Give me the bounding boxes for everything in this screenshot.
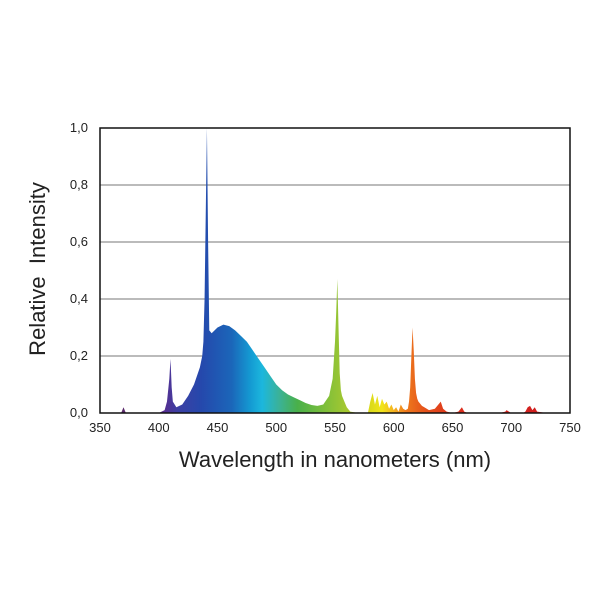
x-axis-title: Wavelength in nanometers (nm): [179, 447, 491, 472]
y-axis-title: Relative Intensity: [25, 182, 50, 356]
y-tick-label: 0,2: [70, 348, 88, 363]
y-tick-label: 0,6: [70, 234, 88, 249]
x-tick-label: 600: [383, 420, 405, 435]
y-tick-label: 0,0: [70, 405, 88, 420]
x-tick-label: 450: [207, 420, 229, 435]
spectrum-series: [105, 128, 559, 413]
x-tick-label: 350: [89, 420, 111, 435]
plot-frame: [99, 127, 571, 414]
y-tick-label: 0,4: [70, 291, 88, 306]
x-tick-label: 650: [442, 420, 464, 435]
gridlines: [100, 127, 570, 357]
y-tick-label: 0,8: [70, 177, 88, 192]
x-tick-label: 750: [559, 420, 581, 435]
x-tick-label: 500: [265, 420, 287, 435]
y-axis-ticks: 0,0 0,2 0,4 0,6 0,8 1,0: [70, 120, 88, 420]
x-tick-label: 550: [324, 420, 346, 435]
x-axis-ticks: 350 400 450 500 550 600 650 700 750: [89, 420, 581, 435]
x-tick-label: 700: [500, 420, 522, 435]
spectrum-area: [105, 128, 559, 413]
y-tick-label: 1,0: [70, 120, 88, 135]
x-tick-label: 400: [148, 420, 170, 435]
